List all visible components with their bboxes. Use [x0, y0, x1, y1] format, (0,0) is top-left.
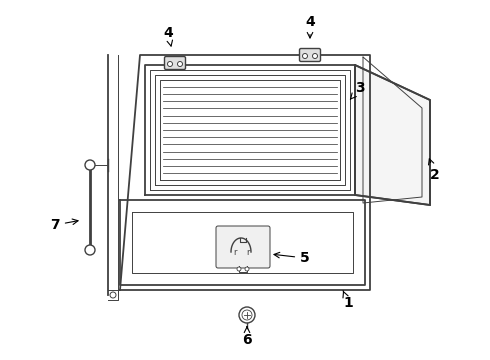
FancyBboxPatch shape: [216, 226, 270, 268]
Circle shape: [168, 62, 172, 67]
Circle shape: [245, 267, 249, 271]
Text: r: r: [246, 248, 250, 257]
Polygon shape: [355, 65, 430, 205]
Circle shape: [302, 54, 308, 59]
Text: 3: 3: [350, 81, 365, 99]
Text: 4: 4: [305, 15, 315, 38]
Circle shape: [239, 307, 255, 323]
Circle shape: [237, 267, 241, 271]
Text: 2: 2: [429, 159, 440, 182]
FancyBboxPatch shape: [165, 57, 186, 69]
Text: 6: 6: [242, 327, 252, 347]
Circle shape: [242, 310, 252, 320]
Text: 7: 7: [50, 218, 78, 232]
Circle shape: [177, 62, 182, 67]
Circle shape: [110, 292, 116, 298]
Circle shape: [85, 160, 95, 170]
Circle shape: [313, 54, 318, 59]
Circle shape: [85, 245, 95, 255]
Text: r: r: [233, 248, 237, 257]
Text: 5: 5: [274, 251, 310, 265]
Text: 1: 1: [343, 291, 353, 310]
FancyBboxPatch shape: [299, 49, 320, 62]
Text: 4: 4: [163, 26, 173, 46]
